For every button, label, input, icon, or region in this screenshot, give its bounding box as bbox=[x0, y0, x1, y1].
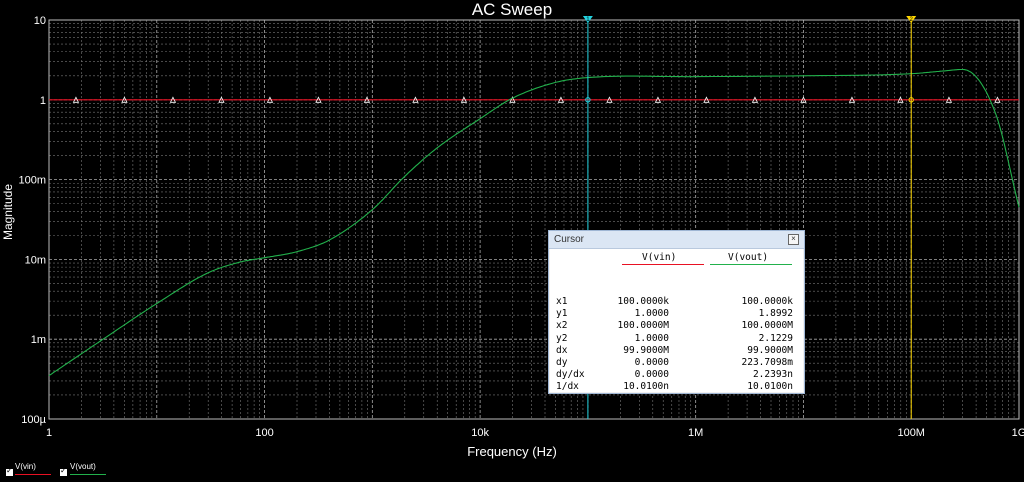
vin-marker bbox=[121, 96, 128, 103]
vin-marker bbox=[897, 96, 904, 103]
cursor-window-titlebar[interactable]: Cursor × bbox=[549, 231, 804, 249]
vin-marker bbox=[751, 96, 759, 103]
cursor-value: 2.1229 bbox=[758, 332, 793, 344]
x-tick-label: 1G bbox=[1012, 427, 1024, 439]
vin-marker bbox=[412, 96, 419, 103]
cursor-row-label: dy bbox=[556, 357, 568, 368]
legend-label-vin: V(vin) bbox=[15, 462, 36, 471]
cursor-handle-2 bbox=[906, 16, 917, 23]
column-underline-vin bbox=[622, 264, 704, 265]
column-header-vin: V(vin) bbox=[642, 252, 677, 263]
cursor-window[interactable]: Cursor × V(vin) V(vout) x1 100.0000k 100.0… bbox=[548, 230, 805, 394]
cursor-row-dy-dx: dy/dx 0.0000 2.2393n bbox=[550, 369, 803, 381]
cursor-row-x1: x1 100.0000k 100.0000k bbox=[550, 296, 803, 308]
plot-frame bbox=[48, 19, 1020, 420]
y-axis-label: Magnitude bbox=[1, 183, 15, 241]
vin-marker bbox=[266, 96, 274, 103]
vin-marker bbox=[654, 96, 662, 103]
cursor-handle-label: 2 bbox=[910, 17, 914, 23]
vin-marker bbox=[800, 96, 807, 103]
cursor-row-x2: x2 100.0000M 100.0000M bbox=[550, 320, 803, 332]
vin-marker bbox=[363, 96, 371, 103]
vin-marker bbox=[606, 96, 613, 103]
cursor-value: 100.0000M bbox=[741, 320, 793, 332]
legend-item-vout[interactable]: V(vout) bbox=[58, 460, 118, 482]
cursor-value: 100.0000k bbox=[617, 296, 669, 307]
cursor-value: 1.0000 bbox=[634, 332, 669, 344]
cursor-window-title: Cursor bbox=[554, 234, 585, 245]
cursor-value: 2.2393n bbox=[752, 369, 793, 381]
cursor-row-dx: dx 99.9000M 99.9000M bbox=[550, 345, 803, 357]
y-tick-label: 100µ bbox=[21, 414, 46, 426]
cursor-value: 1.8992 bbox=[758, 308, 793, 320]
vin-marker bbox=[509, 96, 516, 103]
cursor-row-label: dy/dx bbox=[556, 369, 585, 381]
legend: V(vin) V(vout) bbox=[0, 460, 200, 482]
chart-title: AC Sweep bbox=[471, 0, 553, 19]
vin-marker bbox=[218, 96, 225, 103]
x-axis-label: Frequency (Hz) bbox=[467, 444, 557, 459]
x-tick-label: 100 bbox=[255, 427, 273, 439]
y-tick-label: 1 bbox=[40, 95, 46, 107]
vin-marker bbox=[848, 96, 856, 103]
vin-visibility-checkbox[interactable] bbox=[6, 466, 13, 476]
cursor-table: V(vin) V(vout) x1 100.0000k 100.0000k y1 1.0… bbox=[550, 249, 803, 392]
cursor-value: 10.0100n bbox=[747, 381, 793, 393]
cursor-row-y2: y2 1.0000 2.1229 bbox=[550, 333, 803, 345]
vin-marker bbox=[945, 96, 953, 103]
vin-marker bbox=[994, 96, 1001, 103]
column-header-vout: V(vout) bbox=[728, 252, 769, 263]
vin-marker bbox=[557, 96, 565, 103]
vin-marker bbox=[72, 96, 80, 103]
legend-swatch-vout bbox=[70, 474, 106, 475]
cursor-value: 1.0000 bbox=[634, 308, 669, 320]
y-tick-label: 10m bbox=[25, 254, 46, 266]
vin-marker bbox=[169, 96, 177, 103]
x-tick-label: 10k bbox=[471, 427, 489, 439]
cursor-handle-label: 1 bbox=[586, 17, 590, 23]
cursor-row-label: y1 bbox=[556, 308, 568, 320]
x-tick-label: 1M bbox=[688, 427, 703, 439]
cursor-row-label: 1/dx bbox=[556, 381, 579, 393]
column-underline-vout bbox=[710, 264, 792, 265]
cursor-row-1-dx: 1/dx 10.0100n 10.0100n bbox=[550, 381, 803, 393]
vin-marker bbox=[703, 96, 710, 103]
cursor-row-label: y2 bbox=[556, 332, 568, 344]
close-icon[interactable]: × bbox=[788, 234, 799, 245]
cursor-value: 100.0000M bbox=[617, 320, 669, 332]
cursor-value: 10.0100n bbox=[623, 381, 669, 393]
legend-swatch-vin bbox=[15, 474, 51, 475]
cursor-row-label: dx bbox=[556, 344, 568, 356]
y-tick-label: 1m bbox=[31, 334, 46, 346]
cursor-value: 0.0000 bbox=[634, 357, 669, 368]
vin-marker bbox=[315, 96, 322, 103]
vin-marker bbox=[460, 96, 468, 103]
x-tick-label: 100M bbox=[897, 427, 925, 439]
cursor-row-label: x2 bbox=[556, 320, 568, 332]
cursor-row-y1: y1 1.0000 1.8992 bbox=[550, 308, 803, 320]
cursor-row-dy: dy 0.0000 223.7098m bbox=[550, 357, 803, 369]
cursor-point-vin bbox=[908, 97, 914, 103]
cursor-value: 223.7098m bbox=[741, 357, 793, 368]
x-tick-label: 1 bbox=[46, 427, 52, 439]
cursor-handle-1 bbox=[582, 16, 593, 23]
cursor-row-label: x1 bbox=[556, 296, 568, 307]
y-tick-label: 100m bbox=[18, 175, 46, 187]
y-tick-label: 10 bbox=[34, 15, 46, 27]
legend-label-vout: V(vout) bbox=[70, 462, 96, 471]
cursor-value: 99.9000M bbox=[747, 344, 793, 356]
series-line-vvout bbox=[48, 68, 1020, 377]
cursor-value: 99.9000M bbox=[623, 344, 669, 356]
legend-item-vin[interactable]: V(vin) bbox=[0, 460, 51, 482]
cursor-point-vin bbox=[585, 97, 591, 103]
cursor-value: 0.0000 bbox=[634, 369, 669, 381]
vout-visibility-checkbox[interactable] bbox=[60, 466, 67, 476]
cursor-value: 100.0000k bbox=[741, 296, 793, 307]
